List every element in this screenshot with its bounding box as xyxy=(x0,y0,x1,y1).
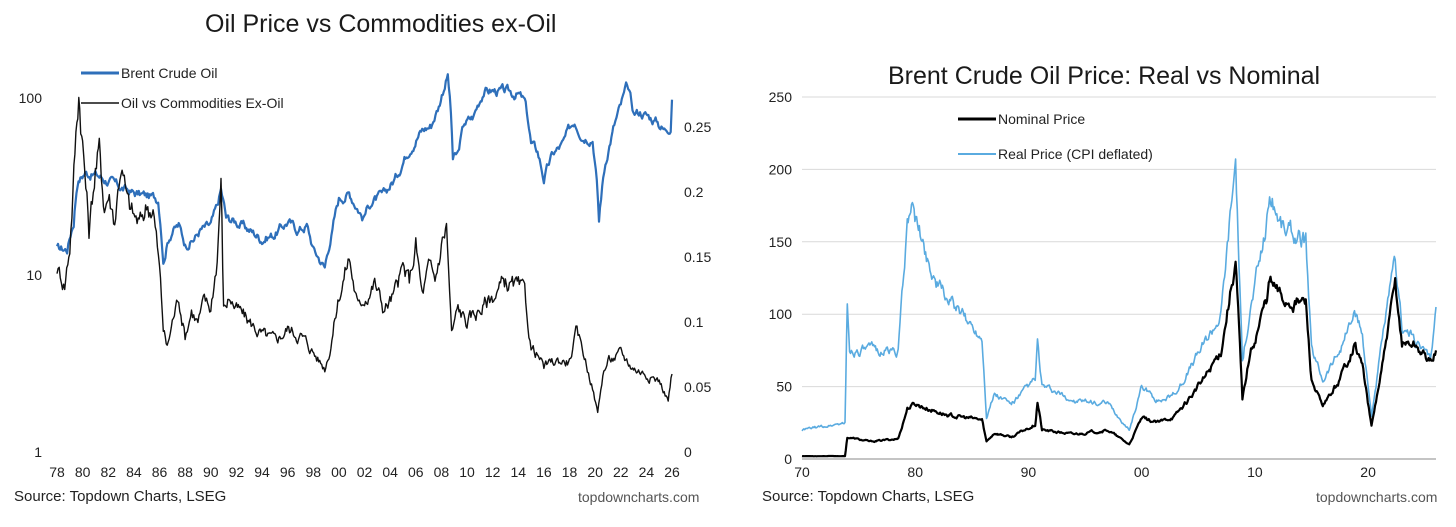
x-tick-label: 14 xyxy=(510,464,526,480)
nominal-price-line xyxy=(801,260,1438,458)
y-tick-label: 0 xyxy=(784,451,792,467)
x-tick-label: 80 xyxy=(907,464,923,480)
x-tick-label: 16 xyxy=(536,464,552,480)
oil-vs-commodities-line xyxy=(56,96,673,414)
legend-label: Brent Crude Oil xyxy=(121,65,217,81)
x-tick-label: 00 xyxy=(1134,464,1150,480)
x-tick-label: 90 xyxy=(203,464,219,480)
right-chart-svg: 0 50 100 150 200 250 70 80 90 00 10 20 Nominal Price… xyxy=(769,89,1438,480)
y-tick-label: 50 xyxy=(776,379,792,395)
legend-label: Real Price (CPI deflated) xyxy=(998,146,1153,162)
y-left-tick-label: 100 xyxy=(19,90,43,106)
x-tick-label: 20 xyxy=(1360,464,1376,480)
left-chart-title: Oil Price vs Commodities ex-Oil xyxy=(205,10,557,38)
y-right-tick-label: 0.25 xyxy=(684,119,711,135)
x-tick-label: 10 xyxy=(459,464,475,480)
left-chart-panel: Oil Price vs Commodities ex-Oil 1 10 100 0 0… xyxy=(14,10,712,505)
x-tick-label: 78 xyxy=(49,464,65,480)
x-tick-label: 86 xyxy=(152,464,168,480)
x-tick-label: 12 xyxy=(485,464,501,480)
x-tick-label: 90 xyxy=(1021,464,1037,480)
x-tick-label: 82 xyxy=(100,464,116,480)
x-tick-label: 00 xyxy=(331,464,347,480)
x-tick-label: 84 xyxy=(126,464,142,480)
x-tick-label: 80 xyxy=(75,464,91,480)
x-tick-label: 06 xyxy=(408,464,424,480)
y-tick-label: 150 xyxy=(769,234,793,250)
x-tick-label: 24 xyxy=(639,464,655,480)
right-chart-brand: topdowncharts.com xyxy=(1316,489,1438,505)
y-left-tick-label: 10 xyxy=(26,267,42,283)
left-chart-source: Source: Topdown Charts, LSEG xyxy=(14,488,227,505)
x-tick-label: 98 xyxy=(305,464,321,480)
x-tick-label: 02 xyxy=(357,464,373,480)
legend-label: Oil vs Commodities Ex-Oil xyxy=(121,95,284,111)
y-tick-label: 200 xyxy=(769,161,793,177)
y-right-tick-label: 0.15 xyxy=(684,249,711,265)
brent-crude-oil-line xyxy=(55,73,674,269)
y-right-tick-label: 0 xyxy=(684,444,692,460)
y-right-tick-label: 0.2 xyxy=(684,184,704,200)
x-tick-label: 96 xyxy=(280,464,296,480)
x-tick-label: 94 xyxy=(254,464,270,480)
left-chart-brand: topdowncharts.com xyxy=(578,489,700,505)
y-tick-label: 250 xyxy=(769,89,793,105)
right-chart-panel: Brent Crude Oil Price: Real vs Nominal 0… xyxy=(728,0,1456,527)
x-tick-label: 10 xyxy=(1247,464,1263,480)
x-tick-label: 08 xyxy=(434,464,450,480)
legend-label: Nominal Price xyxy=(998,111,1085,127)
y-right-tick-label: 0.05 xyxy=(684,379,711,395)
right-chart-source: Source: Topdown Charts, LSEG xyxy=(762,488,975,505)
y-left-tick-label: 1 xyxy=(34,444,42,460)
x-tick-label: 18 xyxy=(562,464,578,480)
y-right-tick-label: 0.1 xyxy=(684,314,704,330)
right-chart-title: Brent Crude Oil Price: Real vs Nominal xyxy=(888,62,1321,90)
x-tick-label: 92 xyxy=(229,464,245,480)
x-tick-label: 26 xyxy=(664,464,680,480)
real-price-line xyxy=(801,158,1437,432)
x-tick-label: 70 xyxy=(794,464,810,480)
x-tick-label: 04 xyxy=(382,464,398,480)
x-tick-label: 22 xyxy=(613,464,629,480)
y-tick-label: 100 xyxy=(769,306,793,322)
x-tick-label: 88 xyxy=(177,464,193,480)
x-tick-label: 20 xyxy=(587,464,603,480)
